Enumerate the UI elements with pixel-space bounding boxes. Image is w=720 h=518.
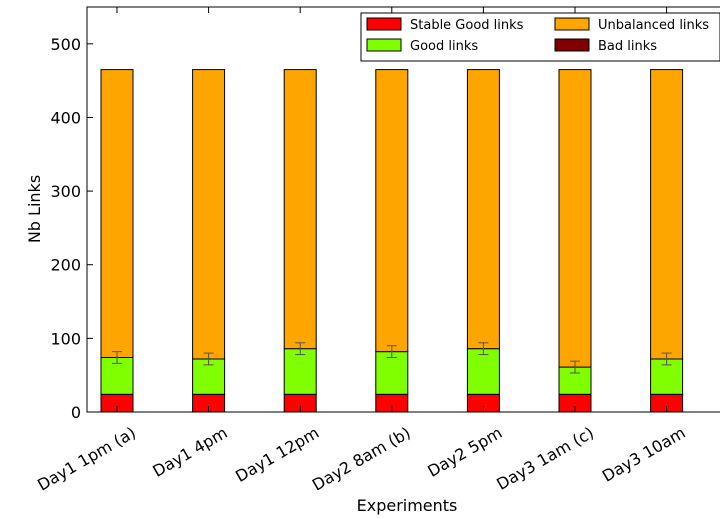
y-axis-title: Nb Links	[25, 175, 44, 243]
x-tick-label: Day3 10am	[599, 423, 689, 486]
bar-segment-3-7	[650, 69, 684, 360]
plot-area-frame	[86, 6, 720, 413]
x-tick-label: Day1 4pm	[149, 423, 230, 481]
bar-segment-2-3	[283, 348, 317, 395]
x-tick-label: Day1 1pm (a)	[34, 423, 139, 495]
legend-label: Unbalanced links	[598, 18, 709, 33]
y-tick-label: 400	[50, 108, 81, 127]
legend-swatch	[366, 17, 402, 31]
bar-segment-3-4	[375, 69, 409, 353]
legend-frame	[360, 12, 720, 62]
x-tick-label: Day3 1am (c)	[493, 423, 597, 494]
x-tick-label: Day1 12pm	[232, 423, 322, 486]
bars-layer	[100, 69, 684, 413]
y-tick-label: 200	[50, 256, 81, 275]
y-axis: 0 100 200 300 400 500	[50, 35, 93, 422]
bar-segment-2-4	[375, 351, 409, 395]
bar-segment-3-5	[466, 69, 500, 350]
legend: Stable Good links Good links Unbalanced li…	[360, 12, 720, 62]
x-tick-label: Day2 5pm	[424, 423, 505, 481]
bar-segment-3-6	[558, 69, 592, 368]
y-tick-label: 300	[50, 182, 81, 201]
bar-segment-3-1	[100, 69, 134, 359]
legend-swatch	[554, 38, 590, 52]
legend-swatch	[554, 17, 590, 31]
bar-segment-3-3	[283, 69, 317, 350]
y-tick-label: 500	[50, 35, 81, 54]
legend-label: Stable Good links	[410, 18, 524, 33]
y-tick-label: 100	[50, 329, 81, 348]
bar-segment-2-5	[466, 348, 500, 395]
x-axis-title: Experiments	[357, 496, 458, 515]
legend-label: Bad links	[598, 39, 657, 54]
legend-swatch	[366, 38, 402, 52]
error-bars-layer	[112, 342, 672, 374]
bar-segment-3-2	[192, 69, 226, 360]
y-tick-label: 0	[71, 403, 81, 422]
legend-label: Good links	[410, 39, 478, 54]
x-tick-label: Day2 8am (b)	[309, 423, 414, 495]
